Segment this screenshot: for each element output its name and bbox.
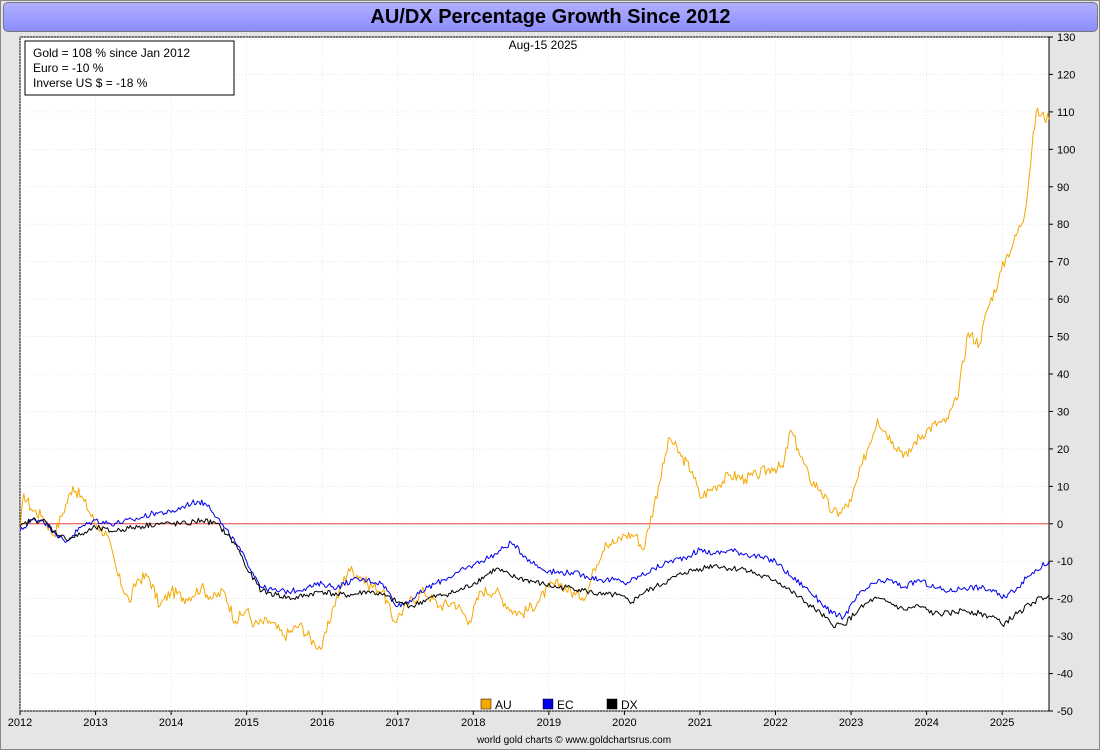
- x-tick-label: 2022: [763, 717, 787, 729]
- x-tick-label: 2018: [461, 717, 485, 729]
- x-tick-label: 2024: [914, 717, 938, 729]
- y-tick-label: -20: [1057, 594, 1073, 606]
- footer-credit: world gold charts © www.goldchartsrus.co…: [476, 735, 671, 746]
- x-tick-label: 2023: [839, 717, 863, 729]
- legend-au-swatch: [480, 698, 492, 710]
- y-tick-label: 120: [1057, 69, 1075, 81]
- series-line-au: [19, 107, 1050, 650]
- y-tick-label: 60: [1057, 294, 1069, 306]
- legend-dx-swatch: [606, 698, 618, 710]
- legend-ec-swatch: [542, 698, 554, 710]
- y-tick-label: 10: [1057, 481, 1069, 493]
- legend-dx-label: DX: [621, 698, 638, 712]
- y-tick-label: -30: [1057, 631, 1073, 643]
- y-tick-label: 70: [1057, 257, 1069, 269]
- y-tick-label: 50: [1057, 332, 1069, 344]
- x-tick-label: 2020: [612, 717, 636, 729]
- info-euro: Euro = -10 %: [33, 61, 104, 75]
- x-tick-label: 2025: [990, 717, 1014, 729]
- x-axis: 2012 2013 2014 2015 2016 2017 2018 2019 2020 2021…: [8, 711, 1014, 729]
- legend: AU EC DX: [480, 698, 638, 712]
- legend-au-label: AU: [495, 698, 512, 712]
- y-tick-label: -40: [1057, 669, 1073, 681]
- date-label: Aug-15 2025: [509, 38, 578, 52]
- y-tick-label: 30: [1057, 406, 1069, 418]
- y-tick-label: 110: [1057, 107, 1075, 119]
- x-tick-label: 2013: [83, 717, 107, 729]
- chart-title: AU/DX Percentage Growth Since 2012: [3, 2, 1098, 32]
- info-gold: Gold = 108 % since Jan 2012: [33, 46, 190, 60]
- y-tick-label: 0: [1057, 519, 1063, 531]
- y-tick-label: 130: [1057, 32, 1075, 44]
- x-tick-label: 2019: [537, 717, 561, 729]
- y-tick-label: -10: [1057, 556, 1073, 568]
- y-tick-label: 80: [1057, 219, 1069, 231]
- legend-ec-label: EC: [557, 698, 574, 712]
- y-tick-label: 90: [1057, 182, 1069, 194]
- info-box: [24, 40, 235, 96]
- x-tick-label: 2016: [310, 717, 334, 729]
- series-layer: [19, 107, 1050, 650]
- x-tick-label: 2021: [688, 717, 712, 729]
- series-line-ec: [19, 499, 1050, 620]
- y-axis: 1301201101009080706050403020100-10-20-30…: [1049, 32, 1075, 718]
- info-inverse-usd: Inverse US $ = -18 %: [33, 76, 148, 90]
- x-tick-label: 2014: [159, 717, 183, 729]
- y-tick-label: -50: [1057, 706, 1073, 718]
- y-tick-label: 100: [1057, 144, 1075, 156]
- y-tick-label: 20: [1057, 444, 1069, 456]
- x-tick-label: 2017: [386, 717, 410, 729]
- x-tick-label: 2012: [8, 717, 32, 729]
- x-tick-label: 2015: [234, 717, 258, 729]
- y-tick-label: 40: [1057, 369, 1069, 381]
- series-line-dx: [19, 517, 1050, 629]
